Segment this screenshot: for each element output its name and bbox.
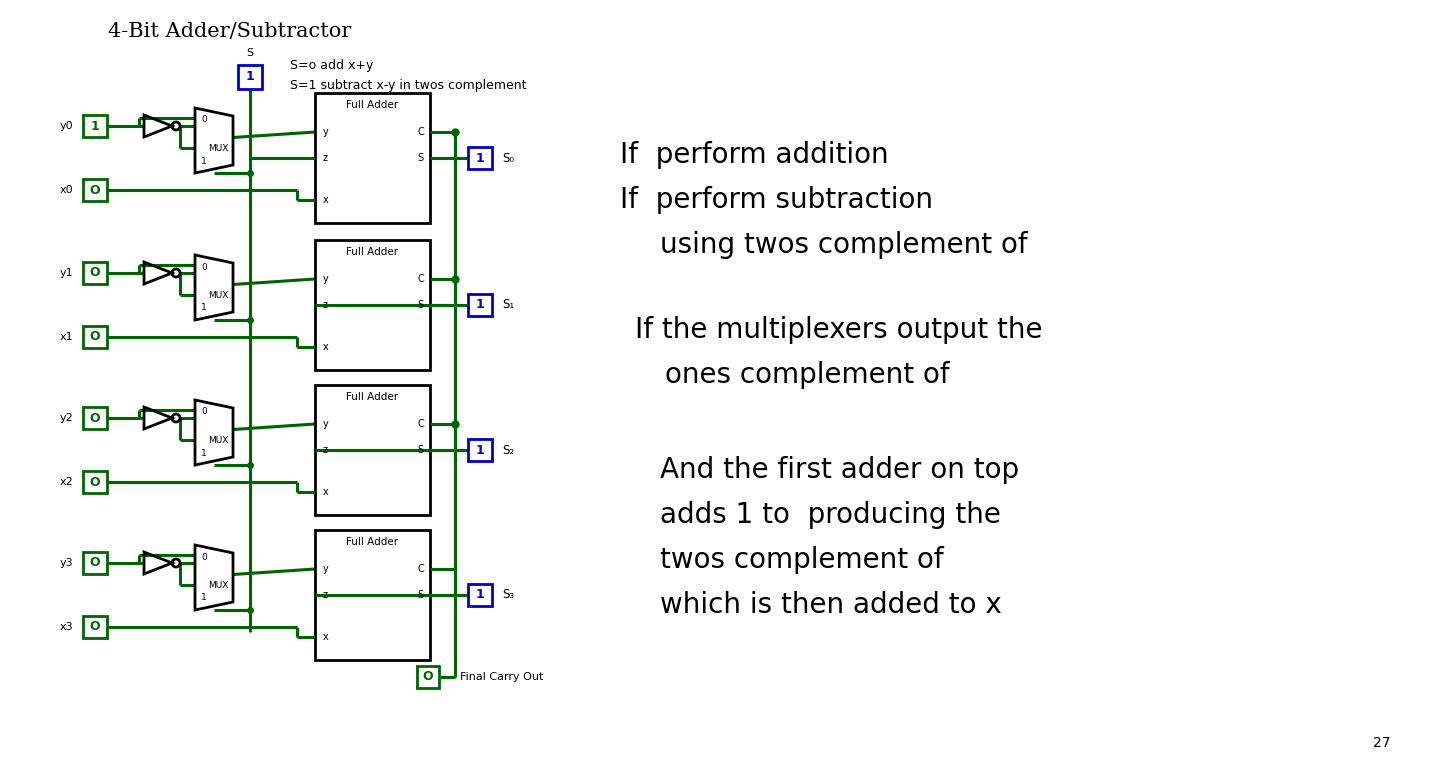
Bar (315, 93, 430, 223)
Text: which is then added to x: which is then added to x (660, 591, 1002, 619)
Text: S: S (418, 153, 424, 163)
Text: If  perform addition: If perform addition (620, 141, 889, 169)
Text: z: z (324, 300, 328, 310)
Text: C: C (417, 274, 424, 284)
Bar (83, 616, 107, 638)
Text: y2: y2 (59, 413, 73, 423)
Text: S₂: S₂ (503, 444, 514, 457)
Text: x: x (324, 341, 329, 351)
Text: 1: 1 (90, 119, 99, 132)
Text: C: C (417, 127, 424, 137)
Text: O: O (90, 411, 100, 424)
Text: C: C (417, 419, 424, 429)
Bar (83, 179, 107, 201)
Text: C: C (417, 564, 424, 574)
Text: twos complement of: twos complement of (660, 546, 944, 574)
Text: Full Adder: Full Adder (347, 100, 398, 110)
Text: If the multiplexers output the: If the multiplexers output the (634, 316, 1042, 344)
Text: 1: 1 (475, 444, 484, 457)
Text: S=o add x+y: S=o add x+y (291, 58, 374, 72)
Text: S₁: S₁ (503, 298, 514, 311)
Text: z: z (324, 153, 328, 163)
Text: x: x (324, 195, 329, 205)
Text: O: O (90, 184, 100, 197)
Text: x2: x2 (59, 477, 73, 487)
Text: O: O (90, 267, 100, 279)
Bar (83, 407, 107, 429)
Text: x: x (324, 487, 329, 497)
Bar (468, 584, 493, 606)
Bar (315, 240, 430, 370)
Text: y: y (324, 564, 329, 574)
Text: Full Adder: Full Adder (347, 537, 398, 547)
Text: O: O (90, 557, 100, 570)
Text: 1: 1 (200, 304, 206, 312)
Text: Final Carry Out: Final Carry Out (460, 672, 543, 682)
Bar (468, 294, 493, 316)
Text: 0: 0 (200, 115, 206, 125)
Text: 1: 1 (475, 151, 484, 165)
Text: S=1 subtract x-y in twos complement: S=1 subtract x-y in twos complement (291, 78, 527, 92)
Text: And the first adder on top: And the first adder on top (660, 456, 1020, 484)
Bar (83, 326, 107, 348)
Text: Full Adder: Full Adder (347, 247, 398, 257)
Text: MUX: MUX (208, 436, 228, 445)
Text: 1: 1 (200, 594, 206, 602)
Text: z: z (324, 590, 328, 600)
Bar (83, 471, 107, 493)
Text: 1: 1 (246, 71, 255, 84)
Text: x: x (324, 631, 329, 641)
Text: S: S (418, 300, 424, 310)
Text: y: y (324, 274, 329, 284)
Text: x3: x3 (59, 622, 73, 632)
Text: y0: y0 (59, 121, 73, 131)
Text: y1: y1 (59, 268, 73, 278)
Text: MUX: MUX (208, 144, 228, 153)
Text: 1: 1 (475, 588, 484, 601)
Text: MUX: MUX (208, 291, 228, 300)
Text: S: S (418, 445, 424, 455)
Text: If  perform subtraction: If perform subtraction (620, 186, 934, 214)
Text: x1: x1 (59, 332, 73, 342)
Text: S₃: S₃ (503, 588, 514, 601)
Text: 0: 0 (200, 408, 206, 417)
Text: 4-Bit Adder/Subtractor: 4-Bit Adder/Subtractor (109, 22, 352, 41)
Bar (468, 439, 493, 461)
Text: adds 1 to  producing the: adds 1 to producing the (660, 501, 1001, 529)
Bar (417, 666, 440, 688)
Bar (83, 115, 107, 137)
Bar (468, 147, 493, 169)
Text: 27: 27 (1372, 736, 1390, 750)
Bar (83, 262, 107, 284)
Text: 1: 1 (200, 157, 206, 165)
Text: 1: 1 (200, 448, 206, 458)
Bar (315, 385, 430, 515)
Text: O: O (422, 671, 434, 684)
Text: y: y (324, 127, 329, 137)
Text: MUX: MUX (208, 581, 228, 590)
Text: y3: y3 (59, 558, 73, 568)
Bar (238, 65, 262, 89)
Text: O: O (90, 621, 100, 634)
Bar (83, 552, 107, 574)
Bar (315, 530, 430, 660)
Text: O: O (90, 331, 100, 344)
Text: Full Adder: Full Adder (347, 392, 398, 402)
Text: y: y (324, 419, 329, 429)
Text: using twos complement of: using twos complement of (660, 231, 1028, 259)
Text: 1: 1 (475, 298, 484, 311)
Text: 0: 0 (200, 552, 206, 561)
Text: 0: 0 (200, 262, 206, 271)
Text: S₀: S₀ (503, 151, 514, 165)
Text: z: z (324, 445, 328, 455)
Text: S: S (246, 48, 253, 58)
Text: S: S (418, 590, 424, 600)
Text: O: O (90, 475, 100, 488)
Text: ones complement of: ones complement of (664, 361, 949, 389)
Text: x0: x0 (59, 185, 73, 195)
